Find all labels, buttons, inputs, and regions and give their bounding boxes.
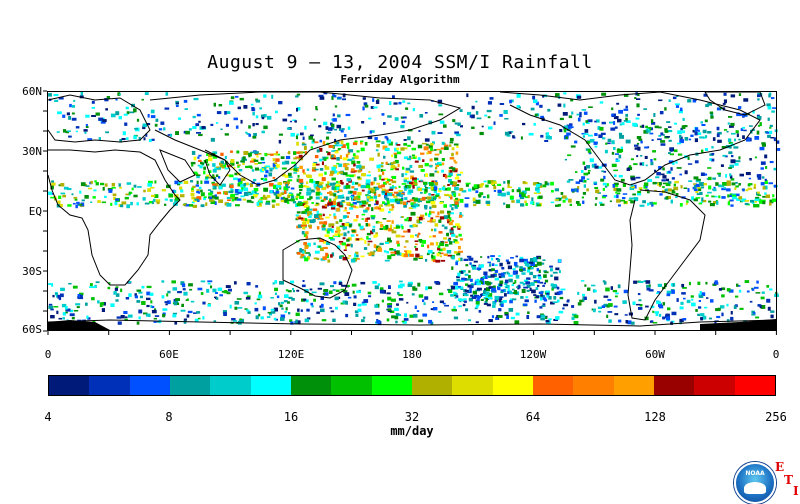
rainfall-pattern-layer (48, 92, 781, 326)
colorbar-tick-8: 8 (165, 410, 173, 424)
rainfall-colorbar (48, 375, 776, 396)
antarctica-land-fill-east (700, 319, 776, 330)
colorbar-swatch-6 (290, 376, 332, 395)
eti-letter-i: I (793, 484, 799, 498)
colorbar-swatch-17 (734, 376, 775, 395)
lat-label-eq: EQ (28, 205, 42, 218)
continent-outlines (47, 91, 777, 327)
lon-label-60w: 60W (645, 348, 665, 361)
colorbar-tick-4: 4 (44, 410, 52, 424)
colorbar-tick-16: 16 (283, 410, 299, 424)
colorbar-tick-256: 256 (765, 410, 787, 424)
africa-outline (47, 149, 181, 286)
eti-letter-t: T (784, 473, 793, 487)
australia-outline (282, 237, 353, 299)
colorbar-swatch-13 (573, 376, 614, 395)
map-subtitle: Ferriday Algorithm (340, 73, 460, 86)
colorbar-tick-128: 128 (644, 410, 666, 424)
antarctica-outline (47, 319, 777, 327)
map-title: August 9 – 13, 2004 SSM/I Rainfall (207, 52, 593, 73)
lon-label-0-east: 0 (772, 348, 780, 361)
north-america-outline (499, 91, 761, 186)
europe-outline (47, 94, 151, 143)
colorbar-swatch-4 (210, 376, 251, 395)
colorbar-swatch-9 (411, 376, 453, 395)
colorbar-swatch-0 (49, 376, 90, 395)
colorbar-swatch-7 (331, 376, 372, 395)
lon-label-180: 180 (402, 348, 422, 361)
lon-label-120w: 120W (519, 348, 547, 361)
lon-label-120e: 120E (277, 348, 305, 361)
colorbar-swatch-12 (532, 376, 574, 395)
colorbar-tick-32: 32 (404, 410, 420, 424)
colorbar-swatch-5 (250, 376, 291, 395)
south-america-outline (627, 189, 706, 321)
lat-label-60s: 60S (22, 323, 42, 336)
asia-outline (149, 91, 462, 186)
noaa-logo: NOAA (734, 462, 776, 504)
colorbar-swatch-11 (492, 376, 533, 395)
colorbar-swatch-2 (129, 376, 170, 395)
lon-label-60e: 60E (159, 348, 179, 361)
noaa-bird-icon (744, 482, 766, 494)
colorbar-swatch-1 (89, 376, 130, 395)
eti-letter-e: E (775, 460, 785, 474)
colorbar-swatch-14 (613, 376, 654, 395)
lat-label-60n: 60N (22, 85, 42, 98)
lon-label-0-west: 0 (44, 348, 52, 361)
colorbar-swatch-10 (452, 376, 493, 395)
colorbar-swatch-15 (653, 376, 695, 395)
colorbar-units: mm/day (390, 424, 434, 438)
colorbar-tick-64: 64 (525, 410, 541, 424)
colorbar-swatch-16 (694, 376, 735, 395)
lat-label-30s: 30S (22, 265, 42, 278)
noaa-logo-text: NOAA (745, 470, 765, 477)
lat-label-30n: 30N (22, 145, 42, 158)
colorbar-swatch-3 (169, 376, 211, 395)
colorbar-swatch-8 (371, 376, 412, 395)
antarctica-land-fill-west (48, 320, 110, 330)
